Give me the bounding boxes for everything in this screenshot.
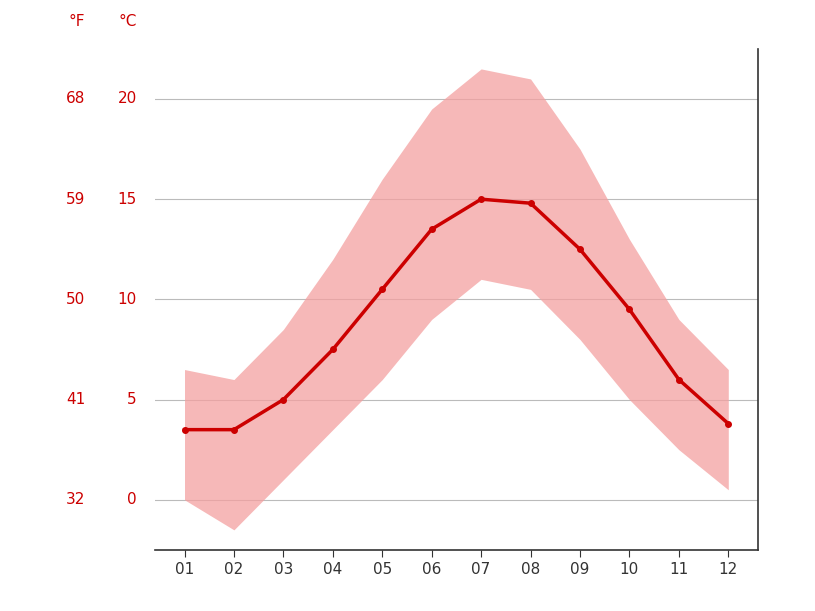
Text: 15: 15	[117, 192, 137, 207]
Text: 50: 50	[66, 292, 86, 307]
Text: 20: 20	[117, 92, 137, 106]
Text: 0: 0	[127, 492, 137, 507]
Text: 41: 41	[66, 392, 86, 407]
Text: 59: 59	[66, 192, 86, 207]
Text: 10: 10	[117, 292, 137, 307]
Text: 68: 68	[66, 92, 86, 106]
Text: 32: 32	[66, 492, 86, 507]
Text: 5: 5	[127, 392, 137, 407]
Text: °C: °C	[118, 14, 137, 29]
Text: °F: °F	[69, 14, 86, 29]
